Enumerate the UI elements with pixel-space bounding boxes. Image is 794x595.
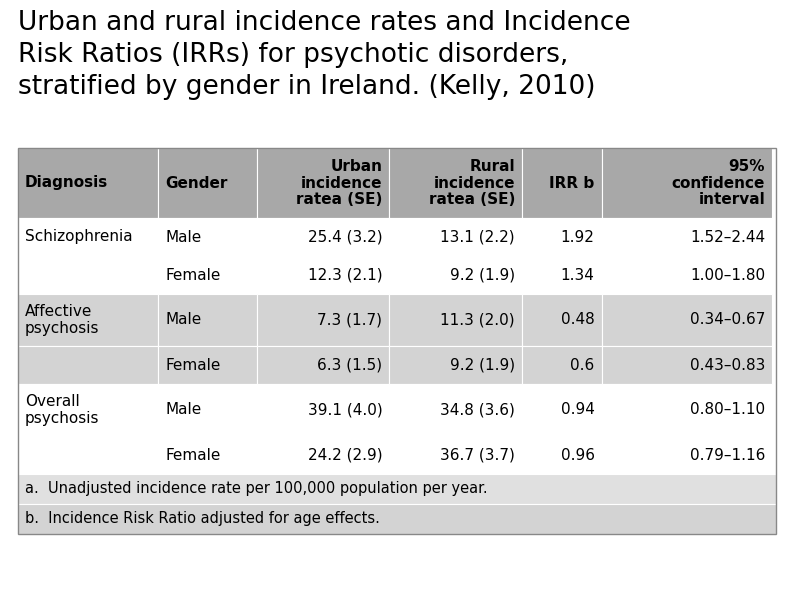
Bar [158, 346, 256, 384]
Bar [602, 294, 773, 346]
Bar [18, 294, 158, 346]
Text: 95%
confidence
interval: 95% confidence interval [672, 159, 765, 207]
Bar [522, 346, 602, 384]
Bar [18, 346, 158, 384]
Text: 39.1 (4.0): 39.1 (4.0) [307, 402, 383, 418]
Bar [256, 384, 389, 436]
Text: 7.3 (1.7): 7.3 (1.7) [318, 312, 383, 327]
Text: Rural
incidence
ratea (SE): Rural incidence ratea (SE) [429, 159, 515, 207]
Text: Male: Male [165, 312, 202, 327]
Text: 0.34–0.67: 0.34–0.67 [690, 312, 765, 327]
Bar [158, 256, 256, 294]
Text: Male: Male [165, 230, 202, 245]
Bar [158, 148, 256, 218]
Bar [256, 218, 389, 256]
Text: 13.1 (2.2): 13.1 (2.2) [441, 230, 515, 245]
Bar [158, 384, 256, 436]
Bar [256, 148, 389, 218]
Text: 0.6: 0.6 [570, 358, 595, 372]
Bar [18, 218, 158, 256]
Bar [18, 436, 158, 474]
Bar [18, 504, 776, 534]
Bar [522, 256, 602, 294]
Text: 0.94: 0.94 [561, 402, 595, 418]
Bar [256, 436, 389, 474]
Text: Overall
psychosis: Overall psychosis [25, 394, 99, 426]
Bar [389, 148, 522, 218]
Text: 1.92: 1.92 [561, 230, 595, 245]
Text: 9.2 (1.9): 9.2 (1.9) [450, 358, 515, 372]
Text: Schizophrenia: Schizophrenia [25, 230, 133, 245]
Text: b.  Incidence Risk Ratio adjusted for age effects.: b. Incidence Risk Ratio adjusted for age… [25, 512, 380, 527]
Text: 9.2 (1.9): 9.2 (1.9) [450, 268, 515, 283]
Text: 0.48: 0.48 [561, 312, 595, 327]
Text: 25.4 (3.2): 25.4 (3.2) [308, 230, 383, 245]
Text: IRR b: IRR b [549, 176, 595, 190]
Text: Female: Female [165, 268, 221, 283]
Text: Affective
psychosis: Affective psychosis [25, 304, 99, 336]
Bar [522, 148, 602, 218]
Text: Urban
incidence
ratea (SE): Urban incidence ratea (SE) [296, 159, 383, 207]
Text: 34.8 (3.6): 34.8 (3.6) [440, 402, 515, 418]
Text: Diagnosis: Diagnosis [25, 176, 108, 190]
Bar [158, 436, 256, 474]
Bar [602, 346, 773, 384]
Text: 1.52–2.44: 1.52–2.44 [690, 230, 765, 245]
Bar [522, 218, 602, 256]
Bar [389, 256, 522, 294]
Text: 0.43–0.83: 0.43–0.83 [690, 358, 765, 372]
Bar [389, 346, 522, 384]
Text: Urban and rural incidence rates and Incidence
Risk Ratios (IRRs) for psychotic d: Urban and rural incidence rates and Inci… [18, 10, 630, 100]
Text: 1.00–1.80: 1.00–1.80 [690, 268, 765, 283]
Bar [158, 294, 256, 346]
Text: 12.3 (2.1): 12.3 (2.1) [308, 268, 383, 283]
Bar [602, 256, 773, 294]
Bar [522, 384, 602, 436]
Text: 1.34: 1.34 [561, 268, 595, 283]
Text: 0.96: 0.96 [561, 447, 595, 462]
Text: a.  Unadjusted incidence rate per 100,000 population per year.: a. Unadjusted incidence rate per 100,000… [25, 481, 488, 496]
Bar [256, 256, 389, 294]
Bar [522, 294, 602, 346]
Bar [18, 148, 776, 534]
Text: 24.2 (2.9): 24.2 (2.9) [308, 447, 383, 462]
Bar [18, 148, 158, 218]
Bar [389, 218, 522, 256]
Bar [522, 436, 602, 474]
Bar [389, 294, 522, 346]
Bar [18, 384, 158, 436]
Bar [602, 148, 773, 218]
Text: 0.79–1.16: 0.79–1.16 [690, 447, 765, 462]
Bar [256, 294, 389, 346]
Text: 11.3 (2.0): 11.3 (2.0) [441, 312, 515, 327]
Bar [602, 436, 773, 474]
Bar [18, 256, 158, 294]
Bar [158, 218, 256, 256]
Text: 36.7 (3.7): 36.7 (3.7) [440, 447, 515, 462]
Bar [389, 436, 522, 474]
Text: Male: Male [165, 402, 202, 418]
Text: 6.3 (1.5): 6.3 (1.5) [318, 358, 383, 372]
Text: Gender: Gender [165, 176, 228, 190]
Text: Female: Female [165, 358, 221, 372]
Bar [602, 384, 773, 436]
Bar [18, 474, 776, 504]
Bar [602, 218, 773, 256]
Text: 0.80–1.10: 0.80–1.10 [690, 402, 765, 418]
Bar [256, 346, 389, 384]
Bar [389, 384, 522, 436]
Text: Female: Female [165, 447, 221, 462]
